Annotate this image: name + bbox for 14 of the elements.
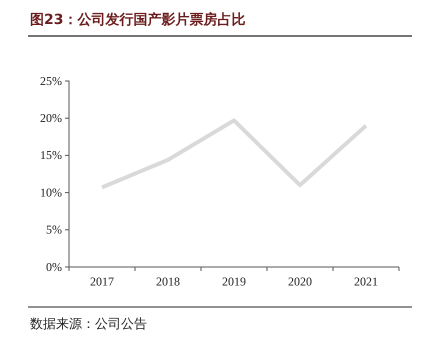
y-tick-label: 5%	[46, 222, 62, 237]
x-tick-label: 2017	[90, 274, 114, 289]
x-tick-label: 2018	[156, 274, 180, 289]
x-tick-label: 2020	[288, 274, 312, 289]
line-series	[100, 118, 368, 190]
y-tick-label: 10%	[40, 185, 62, 200]
y-tick-label: 0%	[46, 260, 62, 274]
y-tick-label: 25%	[40, 74, 62, 88]
x-tick-label: 2021	[354, 274, 378, 289]
x-tick-label: 2019	[222, 274, 246, 289]
y-tick-label: 20%	[40, 111, 62, 126]
chart-title: 图23：公司发行国产影片票房占比	[30, 11, 246, 28]
y-tick-label: 15%	[40, 148, 62, 162]
source-note: 数据来源：公司公告	[30, 317, 147, 332]
